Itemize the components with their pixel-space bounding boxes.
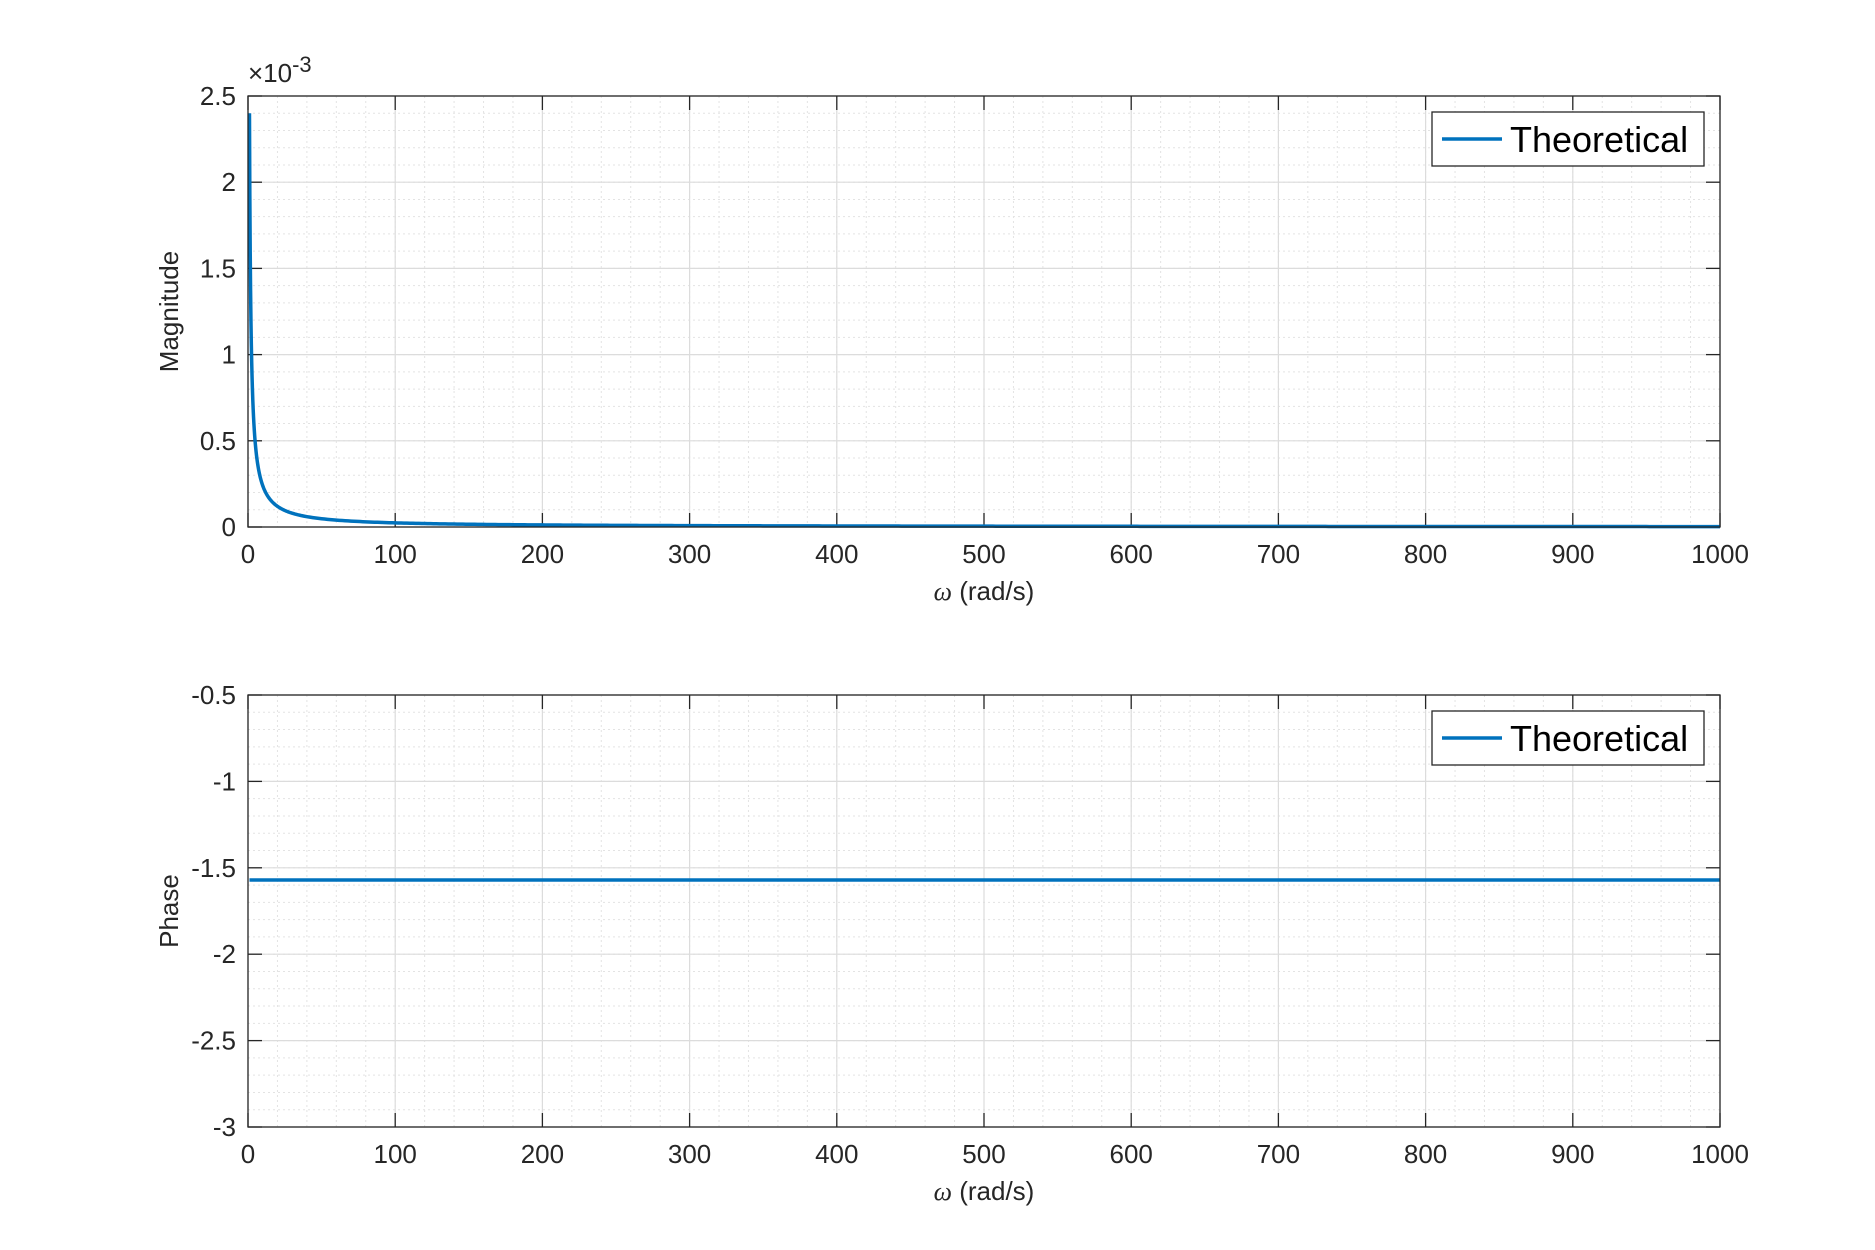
x-axis-label: ω (rad/s) — [934, 1176, 1035, 1206]
x-tick-label: 500 — [962, 539, 1005, 569]
x-tick-label: 600 — [1110, 1139, 1153, 1169]
y-tick-label: -0.5 — [191, 680, 236, 710]
x-tick-label: 700 — [1257, 1139, 1300, 1169]
y-tick-label: -2.5 — [191, 1026, 236, 1056]
x-tick-label: 1000 — [1691, 1139, 1749, 1169]
x-tick-label: 0 — [241, 539, 255, 569]
legend-label: Theoretical — [1510, 718, 1688, 759]
magnitude-axes: 0 100 200 300 400 500 600 700 800 900 1000 0 0.5 1 1.5… — [154, 52, 1749, 606]
x-tick-label: 300 — [668, 539, 711, 569]
x-tick-label: 800 — [1404, 1139, 1447, 1169]
x-tick-label: 800 — [1404, 539, 1447, 569]
y-tick-label: 0 — [222, 512, 236, 542]
y-tick-label: 2 — [222, 167, 236, 197]
axes-box — [247, 95, 1721, 528]
y-tick-label: 0.5 — [200, 426, 236, 456]
x-tick-label: 0 — [241, 1139, 255, 1169]
x-tick-label: 200 — [521, 539, 564, 569]
y-tick-label: -1 — [213, 766, 236, 796]
x-tick-label: 400 — [815, 539, 858, 569]
x-tick-label: 700 — [1257, 539, 1300, 569]
x-tick-label: 200 — [521, 1139, 564, 1169]
x-tick-label: 300 — [668, 1139, 711, 1169]
y-tick-label: -2 — [213, 939, 236, 969]
x-tick-label: 500 — [962, 1139, 1005, 1169]
y-tick-label: 1 — [222, 340, 236, 370]
x-tick-label: 900 — [1551, 1139, 1594, 1169]
legend-label: Theoretical — [1510, 119, 1688, 160]
legend: Theoretical — [1431, 111, 1705, 167]
axes-box — [247, 694, 1721, 1128]
y-tick-label: -1.5 — [191, 853, 236, 883]
y-axis-label: Magnitude — [154, 251, 184, 372]
x-axis-label: ω (rad/s) — [934, 576, 1035, 606]
x-tick-label: 400 — [815, 1139, 858, 1169]
y-axis-label: Phase — [154, 874, 184, 948]
x-tick-label: 600 — [1110, 539, 1153, 569]
y-tick-label: -3 — [213, 1112, 236, 1142]
y-tick-label: 1.5 — [200, 253, 236, 283]
y-tick-label: 2.5 — [200, 81, 236, 111]
x-tick-label: 100 — [374, 1139, 417, 1169]
x-tick-label: 100 — [374, 539, 417, 569]
x-tick-label: 1000 — [1691, 539, 1749, 569]
legend: Theoretical — [1431, 710, 1705, 766]
x-tick-label: 900 — [1551, 539, 1594, 569]
y-exponent-label: ×10-3 — [248, 52, 312, 88]
phase-axes: 0 100 200 300 400 500 600 700 800 900 1000 -3 -2.5 -2… — [154, 680, 1749, 1206]
